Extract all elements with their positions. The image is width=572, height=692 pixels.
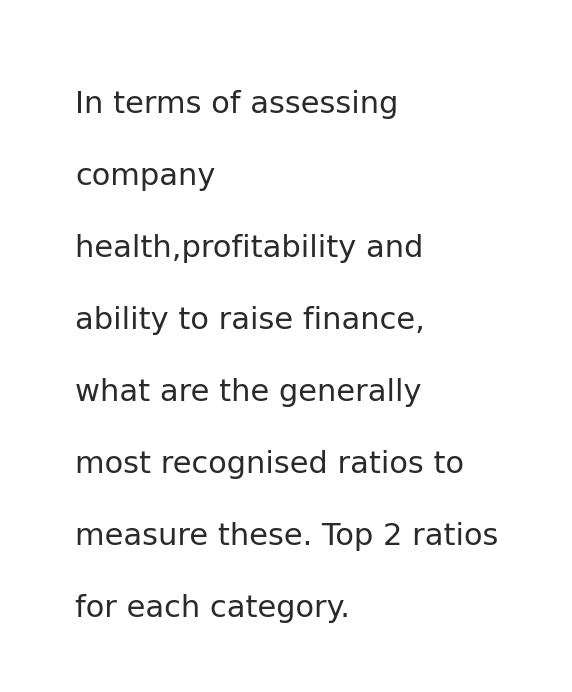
Text: company: company	[75, 162, 216, 191]
Text: most recognised ratios to: most recognised ratios to	[75, 450, 464, 479]
Text: In terms of assessing: In terms of assessing	[75, 90, 398, 119]
Text: measure these. Top 2 ratios: measure these. Top 2 ratios	[75, 522, 498, 551]
Text: health,profitability and: health,profitability and	[75, 234, 423, 263]
Text: what are the generally: what are the generally	[75, 378, 422, 407]
Text: ability to raise finance,: ability to raise finance,	[75, 306, 425, 335]
Text: for each category.: for each category.	[75, 594, 350, 623]
